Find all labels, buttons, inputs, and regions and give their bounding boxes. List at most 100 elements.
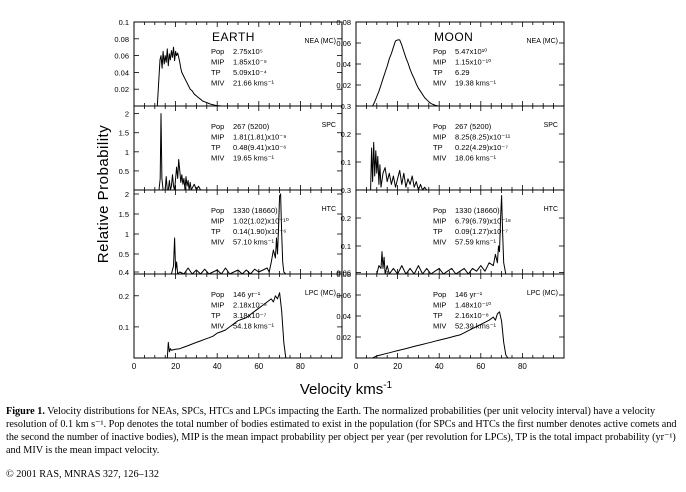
stat-label-moon-2: Pop bbox=[433, 206, 446, 215]
x-tick-label-0: 60 bbox=[254, 362, 263, 371]
y-tick-label-moon-3: 0.02 bbox=[336, 333, 351, 342]
stat-value-earth-0: 5.09x10⁻⁴ bbox=[233, 68, 267, 77]
stat-label-earth-3: MIP bbox=[211, 301, 224, 310]
stat-value-earth-3: 54.18 kms⁻¹ bbox=[233, 322, 275, 331]
stat-label-moon-3: MIP bbox=[433, 301, 446, 310]
stat-value-earth-0: 21.66 kms⁻¹ bbox=[233, 79, 275, 88]
population-tag-earth-1: SPC bbox=[322, 122, 336, 129]
population-tag-moon-3: LPC (MC) bbox=[527, 290, 558, 297]
stat-label-moon-0: Pop bbox=[433, 47, 446, 56]
population-tag-moon-2: HTC bbox=[544, 206, 558, 213]
y-axis-label: Relative Probability bbox=[95, 125, 112, 263]
stat-label-earth-0: TP bbox=[211, 68, 221, 77]
stat-value-earth-2: 1330 (18660) bbox=[233, 206, 278, 215]
series-line-earth-2 bbox=[170, 193, 287, 275]
y-tick-label-moon-0: 0.08 bbox=[336, 18, 351, 27]
stat-value-moon-3: 52.39 kms⁻¹ bbox=[455, 322, 497, 331]
stat-value-earth-2: 1.02(1.02)x10⁻¹⁰ bbox=[233, 217, 289, 226]
x-tick-label-0: 0 bbox=[132, 362, 137, 371]
stat-value-moon-2: 1330 (18660) bbox=[455, 206, 500, 215]
series-line-moon-3 bbox=[372, 311, 509, 359]
stat-label-moon-1: MIP bbox=[433, 133, 446, 142]
y-tick-label-earth-1: 1 bbox=[125, 148, 129, 157]
stat-value-earth-2: 0.14(1.90)x10⁻⁶ bbox=[233, 227, 286, 236]
y-tick-label-earth-3: 0.1 bbox=[119, 323, 129, 332]
y-tick-label-moon-1: 0.3 bbox=[341, 102, 351, 111]
x-tick-label-0: 40 bbox=[213, 362, 222, 371]
stat-value-earth-3: 2.18x10⁻⁹ bbox=[233, 301, 267, 310]
stat-value-moon-2: 57.59 kms⁻¹ bbox=[455, 238, 497, 247]
figure-caption: Figure 1. Velocity distributions for NEA… bbox=[6, 405, 678, 457]
stat-value-earth-3: 146 yr⁻¹ bbox=[233, 290, 261, 299]
x-axis-label-text: Velocity kms bbox=[300, 381, 383, 398]
stat-value-earth-1: 19.65 kms⁻¹ bbox=[233, 154, 275, 163]
stat-value-moon-1: 267 (5200) bbox=[455, 122, 492, 131]
population-tag-moon-0: NEA (MC) bbox=[527, 38, 559, 45]
y-tick-label-earth-2: 1 bbox=[125, 230, 129, 239]
stat-value-moon-0: 5.47x10¹⁰ bbox=[455, 47, 487, 56]
stat-label-moon-1: Pop bbox=[433, 122, 446, 131]
caption-text: Velocity distributions for NEAs, SPCs, H… bbox=[6, 406, 677, 456]
y-tick-label-moon-2: 0.06 bbox=[336, 269, 351, 278]
y-tick-label-earth-1: 0.5 bbox=[119, 167, 129, 176]
stat-label-earth-3: TP bbox=[211, 311, 221, 320]
stat-label-earth-0: MIP bbox=[211, 58, 224, 67]
stat-value-moon-1: 8.25(8.25)x10⁻¹¹ bbox=[455, 133, 511, 142]
stat-label-earth-1: MIP bbox=[211, 133, 224, 142]
stat-label-moon-3: Pop bbox=[433, 290, 446, 299]
caption-label: Figure 1. bbox=[6, 406, 45, 417]
stat-label-moon-1: MIV bbox=[433, 154, 446, 163]
stat-label-moon-3: MIV bbox=[433, 322, 446, 331]
x-tick-label-1: 60 bbox=[476, 362, 485, 371]
stat-label-moon-2: MIV bbox=[433, 238, 446, 247]
stat-label-earth-2: TP bbox=[211, 227, 221, 236]
stat-value-earth-0: 1.85x10⁻⁹ bbox=[233, 58, 267, 67]
y-tick-label-earth-0: 0.06 bbox=[114, 52, 129, 61]
stat-value-moon-1: 18.06 kms⁻¹ bbox=[455, 154, 497, 163]
series-line-moon-0 bbox=[372, 39, 440, 107]
stat-label-moon-2: MIP bbox=[433, 217, 446, 226]
stat-value-moon-3: 146 yr⁻¹ bbox=[455, 290, 483, 299]
y-tick-label-earth-1: 1.5 bbox=[119, 129, 129, 138]
y-tick-label-earth-0: 0.1 bbox=[119, 18, 129, 27]
x-tick-label-1: 40 bbox=[435, 362, 444, 371]
velocity-distribution-figure: Relative Probability Velocity kms-1 0.1 0… bbox=[95, 18, 565, 398]
y-tick-label-moon-0: 0.02 bbox=[336, 81, 351, 90]
y-tick-label-moon-1: 0.2 bbox=[341, 130, 351, 139]
y-tick-label-moon-3: 0.06 bbox=[336, 291, 351, 300]
y-tick-label-moon-2: 0.3 bbox=[341, 186, 351, 195]
stat-label-moon-0: TP bbox=[433, 68, 443, 77]
stat-value-earth-0: 2.75x10⁵ bbox=[233, 47, 263, 56]
stat-value-earth-2: 57.10 kms⁻¹ bbox=[233, 238, 275, 247]
copyright-footer: © 2001 RAS, MNRAS 327, 126–132 bbox=[6, 469, 159, 480]
stat-label-moon-0: MIV bbox=[433, 79, 446, 88]
x-tick-label-1: 0 bbox=[354, 362, 359, 371]
series-line-earth-3 bbox=[166, 292, 287, 359]
y-tick-label-moon-3: 0.08 bbox=[336, 270, 351, 279]
series-line-moon-1 bbox=[370, 141, 428, 191]
y-tick-label-earth-2: 1.5 bbox=[119, 210, 129, 219]
population-tag-earth-2: HTC bbox=[322, 206, 336, 213]
population-tag-moon-1: SPC bbox=[544, 122, 558, 129]
y-tick-label-moon-3: 0.04 bbox=[336, 312, 351, 321]
y-tick-label-moon-1: 0.1 bbox=[341, 158, 351, 167]
population-tag-earth-0: NEA (MC) bbox=[305, 38, 337, 45]
x-axis-label: Velocity kms-1 bbox=[300, 380, 393, 398]
y-tick-label-earth-2: 0.4 bbox=[119, 268, 129, 277]
column-title-0: EARTH bbox=[212, 30, 255, 44]
stat-label-moon-2: TP bbox=[433, 227, 443, 236]
column-title-1: MOON bbox=[434, 30, 473, 44]
stat-label-earth-1: MIV bbox=[211, 154, 224, 163]
series-line-earth-0 bbox=[156, 46, 222, 107]
y-tick-label-earth-0: 0.08 bbox=[114, 35, 129, 44]
y-tick-label-earth-3: 0.2 bbox=[119, 292, 129, 301]
x-tick-label-0: 20 bbox=[171, 362, 180, 371]
stat-value-moon-0: 1.15x10⁻¹⁰ bbox=[455, 58, 491, 67]
x-tick-label-1: 20 bbox=[393, 362, 402, 371]
x-axis-label-unit: -1 bbox=[383, 380, 392, 391]
stat-value-moon-0: 6.29 bbox=[455, 68, 470, 77]
stat-value-moon-1: 0.22(4.29)x10⁻⁷ bbox=[455, 143, 508, 152]
stat-label-earth-2: MIP bbox=[211, 217, 224, 226]
stat-label-earth-2: MIV bbox=[211, 238, 224, 247]
